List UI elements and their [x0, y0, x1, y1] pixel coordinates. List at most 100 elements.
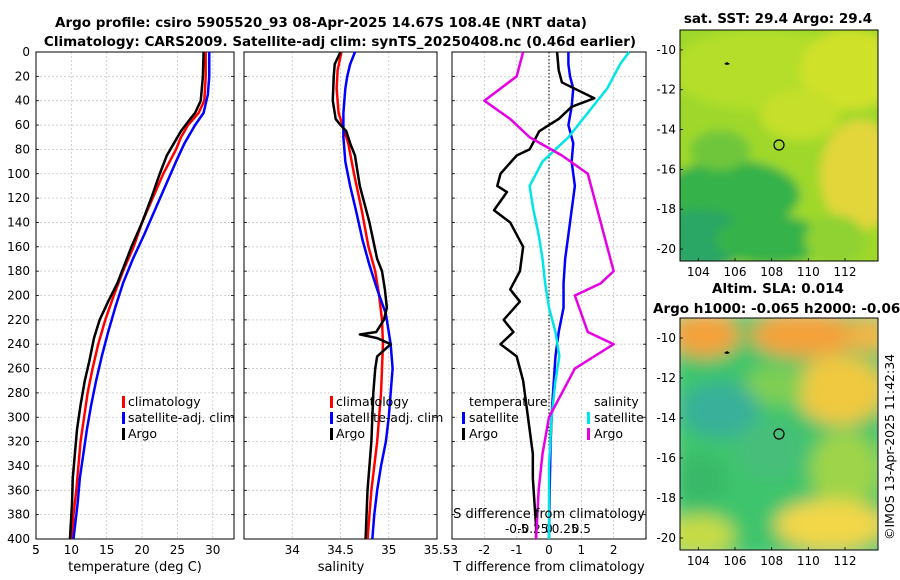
map-y-tick-label: -14	[656, 123, 676, 137]
sst-island-icon	[724, 62, 730, 65]
y-tick-label: 320	[7, 435, 30, 449]
map-y-tick-label: -14	[656, 411, 676, 425]
sla-map-title2: Argo h1000: -0.065 h2000: -0.067	[653, 301, 900, 317]
legend-swatch-argo	[330, 428, 333, 440]
map-x-tick-label: 112	[834, 554, 857, 568]
x-tick-label: -1	[511, 543, 523, 557]
legend-label-satellite: satellite-adj. clim	[336, 410, 443, 425]
legend-label-climatology: climatology	[128, 394, 201, 409]
x-tick-label: 0	[545, 543, 553, 557]
legend-label-argo: Argo	[128, 426, 157, 441]
series-line-satellite-adj-clim	[72, 52, 211, 540]
legend-swatch-s-argo	[587, 428, 590, 440]
x-tick-label: 10	[64, 543, 79, 557]
panel-frame	[35, 51, 235, 540]
legend-swatch-climatology	[330, 396, 333, 408]
x-tick-label: -2	[478, 543, 490, 557]
x-tick-label: 30	[205, 543, 220, 557]
y-tick-label: 140	[7, 215, 30, 229]
map-y-tick-label: -18	[656, 491, 676, 505]
legend-label-argo: Argo	[336, 426, 365, 441]
series-line-s-satellite	[528, 51, 631, 539]
x-tick-label: 2	[610, 543, 618, 557]
legend-swatch-satellite	[330, 412, 333, 424]
x2-tick-label: -0.5	[505, 522, 528, 536]
sla-island-icon	[724, 351, 730, 354]
y-tick-label: 80	[15, 142, 30, 156]
y-tick-label: 180	[7, 264, 30, 278]
y-tick-label: 120	[7, 191, 30, 205]
sla-map	[680, 318, 878, 550]
sst-map-title: sat. SST: 29.4 Argo: 29.4	[684, 11, 872, 27]
x-tick-label: 5	[32, 543, 40, 557]
legend-label-t-argo: Argo	[469, 426, 498, 441]
series-line-t-argo	[492, 51, 596, 539]
salinity-panel: 34 34.5 35 35.5	[243, 51, 451, 557]
series-line-argo	[68, 51, 205, 540]
map-y-tick-label: -10	[656, 331, 676, 345]
y-tick-label: 340	[7, 459, 30, 473]
y-tick-label: 0	[22, 45, 30, 59]
x2-tick-label: 0.5	[572, 522, 591, 536]
sla-map-title1: Altim. SLA: 0.014	[712, 281, 844, 297]
sla-argo-marker	[773, 428, 785, 440]
map-x-tick-label: 112	[834, 265, 857, 279]
map-y-tick-label: -20	[656, 242, 676, 256]
y-tick-label: 100	[7, 167, 30, 181]
y-tick-label: 400	[7, 532, 30, 546]
y-tick-label: 200	[7, 289, 30, 303]
sst-map-axes: 104 106 108 110 112 -10 -12 -14 -16 -18 -20	[656, 43, 856, 279]
y-tick-label: 300	[7, 410, 30, 424]
figure-title-line1: Argo profile: csiro 5905520_93 08-Apr-20…	[55, 15, 587, 31]
legend-title-temperature: temperature	[469, 394, 548, 409]
map-y-tick-label: -16	[656, 162, 676, 176]
map-x-tick-label: 110	[797, 265, 820, 279]
map-y-tick-label: -12	[656, 371, 676, 385]
map-x-tick-label: 104	[687, 265, 710, 279]
x-tick-label: 1	[578, 543, 586, 557]
series-line-satellite-adj-clim	[342, 51, 394, 540]
y-tick-label: 160	[7, 240, 30, 254]
x2-tick-label: -0.25	[517, 522, 548, 536]
temperature-xlabel: temperature (deg C)	[68, 560, 202, 575]
y-tick-label: 360	[7, 483, 30, 497]
y-tick-label: 60	[15, 118, 30, 132]
legend-title-salinity: salinity	[594, 394, 639, 409]
difference-xlabel: T difference from climatology	[452, 560, 645, 575]
map-x-tick-label: 108	[760, 554, 783, 568]
x2-tick-label: 0.25	[552, 522, 579, 536]
map-x-tick-label: 106	[724, 554, 747, 568]
x-tick-label: 35	[381, 543, 396, 557]
legend-label-climatology: climatology	[336, 394, 409, 409]
map-y-tick-label: -12	[656, 83, 676, 97]
legend-swatch-climatology	[122, 396, 125, 408]
difference-legend: temperature salinity satellite Argo sate…	[462, 394, 644, 441]
y-tick-label: 380	[7, 508, 30, 522]
map-y-tick-label: -10	[656, 43, 676, 57]
sst-argo-marker	[773, 139, 785, 151]
y-tick-label: 280	[7, 386, 30, 400]
y-tick-label: 260	[7, 362, 30, 376]
legend-swatch-t-argo	[462, 428, 465, 440]
series-line-s-argo	[483, 51, 615, 540]
x-tick-label: -3	[446, 543, 458, 557]
legend-swatch-s-satellite	[587, 412, 590, 424]
salinity-legend: climatology satellite-adj. clim Argo	[330, 394, 443, 441]
legend-label-s-satellite: satellite	[594, 410, 644, 425]
map-x-tick-label: 104	[687, 554, 710, 568]
x-tick-label: 20	[134, 543, 149, 557]
map-y-tick-label: -18	[656, 202, 676, 216]
y-tick-label: 20	[15, 69, 30, 83]
map-x-tick-label: 110	[797, 554, 820, 568]
y-tick-label: 40	[15, 94, 30, 108]
x-tick-label: 35.5	[424, 543, 451, 557]
legend-label-satellite: satellite-adj. clim	[128, 410, 235, 425]
map-x-tick-label: 106	[724, 265, 747, 279]
x-tick-label: 15	[99, 543, 114, 557]
sla-map-frame	[679, 317, 879, 551]
temperature-legend: climatology satellite-adj. clim Argo	[122, 394, 235, 441]
y-tick-label: 220	[7, 313, 30, 327]
salinity-xlabel: salinity	[318, 560, 365, 575]
legend-swatch-t-satellite	[462, 412, 465, 424]
